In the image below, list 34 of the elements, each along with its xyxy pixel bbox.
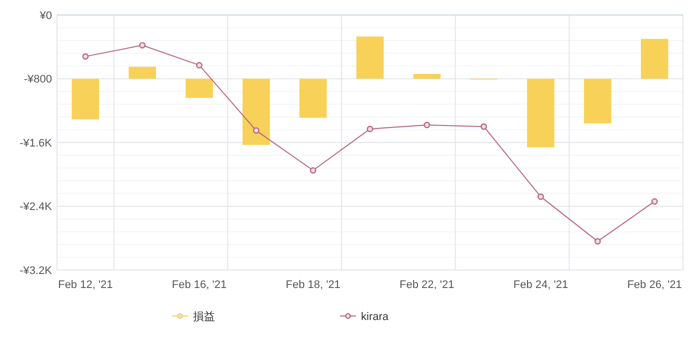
bar	[186, 78, 213, 98]
bar	[356, 36, 384, 79]
point	[366, 126, 374, 132]
legend-label: 損益	[193, 310, 215, 323]
x-tick-label: Feb 16, '21	[172, 279, 227, 291]
point	[538, 193, 544, 200]
x-tick-label: Feb 22, '21	[400, 279, 454, 291]
x-tick-label: Feb 26, '21	[627, 279, 682, 291]
bar	[128, 66, 156, 79]
y-tick-label: -¥2.4K	[20, 201, 53, 214]
point	[310, 167, 316, 174]
bar	[640, 38, 668, 79]
y-tick-label: -¥800	[24, 74, 52, 86]
point	[82, 53, 89, 60]
point	[139, 42, 146, 48]
point	[252, 127, 260, 134]
bar	[527, 78, 554, 148]
x-tick-label: Feb 24, '21	[513, 279, 568, 291]
point	[480, 123, 488, 130]
bar	[299, 78, 327, 118]
bar	[413, 74, 441, 79]
x-tick-label: Feb 18, '21	[286, 279, 340, 291]
legend-label: kirara	[361, 310, 390, 323]
y-tick-label: -¥3.2K	[20, 264, 53, 277]
point	[594, 238, 601, 245]
y-tick-label: ¥0	[38, 10, 52, 22]
bar	[242, 78, 270, 145]
bar	[72, 78, 100, 120]
point	[651, 198, 658, 205]
bar	[584, 78, 612, 124]
x-tick-label: Feb 12, '21	[58, 279, 113, 291]
point	[196, 62, 202, 68]
y-tick-label: -¥1.6K	[20, 137, 53, 150]
point	[424, 122, 430, 128]
